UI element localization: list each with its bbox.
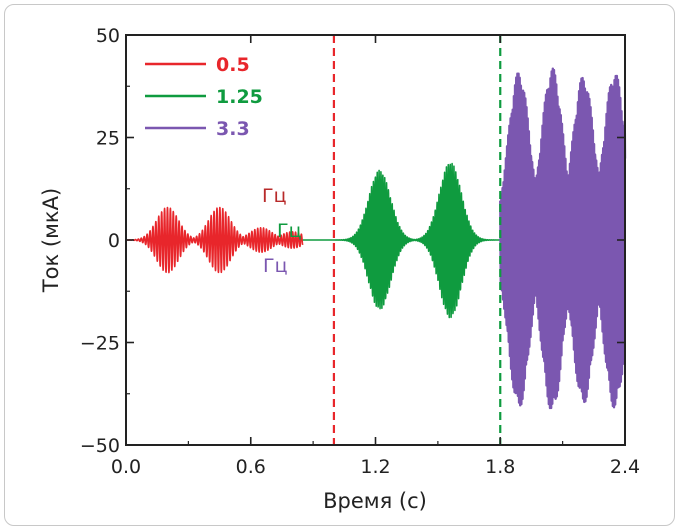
x-tick-label: 0.0 (111, 456, 141, 478)
x-tick-label: 1.2 (360, 456, 390, 478)
y-tick-label: 0 (108, 230, 120, 252)
legend-label-2: 3.3 (216, 118, 250, 140)
frequency-boundaries (332, 35, 502, 445)
x-tick-label: 2.4 (610, 456, 640, 478)
y-tick-label: 50 (96, 25, 120, 47)
legend: 0.5 1.25 3.3 (145, 54, 263, 140)
x-tick-label: 1.8 (485, 456, 515, 478)
y-axis-title: Ток (мкА) (39, 188, 63, 293)
axis-ticks (125, 34, 626, 446)
y-tick-label: 25 (96, 128, 120, 150)
y-tick-label: −25 (80, 333, 120, 355)
x-tick-label: 0.6 (236, 456, 266, 478)
signal-traces (125, 67, 627, 410)
legend-label-0: 0.5 (216, 54, 250, 76)
legend-label-1: 1.25 (216, 86, 263, 108)
series-line-3-3 (499, 67, 627, 410)
unit-label-1.25: Гц (277, 220, 302, 242)
series-line-0-5 (125, 206, 304, 274)
unit-label-3.3: Гц (263, 255, 288, 277)
tick-labels: 0.0 0.6 1.2 1.8 2.4 −50 −25 0 25 50 (80, 25, 640, 478)
y-tick-label: −50 (80, 435, 120, 457)
x-axis-title: Время (с) (323, 489, 427, 513)
series-line-1-25 (302, 162, 501, 319)
unit-label-0.5: Гц (262, 185, 287, 207)
